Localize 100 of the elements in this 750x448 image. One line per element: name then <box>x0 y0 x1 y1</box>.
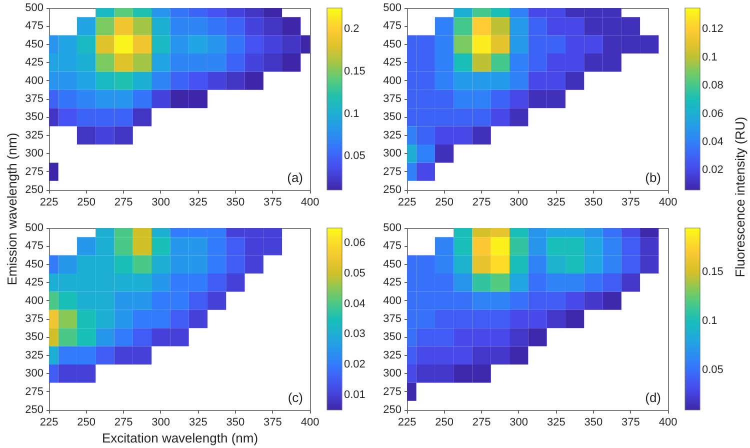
y-tick-label: 300 <box>383 368 402 380</box>
y-tick-label: 300 <box>25 148 44 160</box>
x-axis-title: Excitation wavelength (nm) <box>102 430 258 446</box>
y-tick-label: 475 <box>25 20 44 32</box>
color-bar-label: 0.05 <box>702 364 724 376</box>
color-bar-label: 0.15 <box>702 266 724 278</box>
color-bar-label: 0.06 <box>344 237 366 250</box>
y-tick-label: 425 <box>25 56 44 69</box>
y-tick-label: 400 <box>383 294 402 307</box>
y-tick-label: 325 <box>383 129 402 142</box>
x-tick-label: 325 <box>188 416 208 428</box>
x-tick-label: 350 <box>226 416 245 428</box>
x-tick-label: 375 <box>622 416 640 428</box>
annotation: (a) <box>287 170 303 185</box>
x-tick-label: 350 <box>584 196 603 208</box>
x-tick-label: 400 <box>300 196 320 208</box>
color-bar-label: 0.02 <box>344 358 366 370</box>
y-tick-label: 275 <box>383 386 402 398</box>
color-bar-label: 0.04 <box>344 298 366 310</box>
y-tick-label: 375 <box>383 313 402 325</box>
y-tick-label: 425 <box>383 56 402 69</box>
y-tick-label: 450 <box>25 258 44 270</box>
color-bar-label: 0.12 <box>702 23 724 36</box>
x-tick-label: 400 <box>300 416 320 428</box>
color-bar-label: 0.1 <box>702 51 718 64</box>
y-tick-label: 475 <box>383 240 402 252</box>
color-bar-label: 0.06 <box>702 108 724 120</box>
y-tick-label: 500 <box>25 222 44 234</box>
x-tick-label: 275 <box>472 416 491 428</box>
y-tick-label: 350 <box>383 111 402 124</box>
color-bar-label: 0.05 <box>344 150 366 162</box>
x-tick-label: 300 <box>152 196 170 208</box>
color-bar-label: 0.04 <box>702 136 724 148</box>
y-tick-label: 400 <box>25 74 44 87</box>
x-tick-label: 300 <box>510 196 528 208</box>
annotation: (b) <box>645 170 661 185</box>
x-tick-label: 375 <box>622 196 640 208</box>
annotation: (d) <box>645 390 661 405</box>
x-tick-label: 350 <box>226 196 245 208</box>
x-tick-label: 225 <box>40 196 58 208</box>
x-tick-label: 275 <box>114 416 133 428</box>
x-tick-label: 400 <box>658 196 678 208</box>
y-tick-label: 500 <box>25 2 44 14</box>
x-tick-label: 400 <box>658 416 678 428</box>
y-tick-label: 450 <box>383 38 402 50</box>
y-tick-label: 250 <box>383 184 402 196</box>
x-tick-label: 250 <box>77 196 96 208</box>
y-tick-label: 250 <box>25 184 44 196</box>
y-tick-label: 450 <box>383 258 402 270</box>
y-tick-label: 375 <box>25 93 44 105</box>
x-tick-label: 275 <box>472 196 491 208</box>
color-bar-title: Fluorescence intensity (RU) <box>732 116 748 278</box>
y-tick-label: 400 <box>383 74 402 87</box>
color-bar-label: 0.1 <box>702 314 718 327</box>
x-tick-label: 325 <box>546 416 566 428</box>
x-tick-label: 325 <box>188 196 208 208</box>
y-tick-label: 300 <box>383 148 402 160</box>
color-bar-label: 0.08 <box>702 80 724 92</box>
x-tick-label: 325 <box>546 196 566 208</box>
y-tick-label: 425 <box>25 276 44 289</box>
y-tick-label: 475 <box>383 20 402 32</box>
annotation: (c) <box>288 390 303 405</box>
x-tick-label: 300 <box>510 416 528 428</box>
y-tick-label: 475 <box>25 240 44 252</box>
y-tick-label: 350 <box>25 111 44 124</box>
color-bar-label: 0.2 <box>344 23 360 36</box>
x-tick-label: 250 <box>435 196 454 208</box>
y-axis-title: Emission wavelength (nm) <box>4 132 20 286</box>
x-tick-label: 225 <box>398 196 416 208</box>
color-bar-label: 0.05 <box>344 268 366 280</box>
y-tick-label: 250 <box>383 404 402 416</box>
x-tick-label: 225 <box>40 416 58 428</box>
y-tick-label: 425 <box>383 276 402 289</box>
x-tick-label: 250 <box>435 416 454 428</box>
y-tick-label: 275 <box>25 386 44 398</box>
color-bar-label: 0.02 <box>702 164 724 176</box>
x-tick-label: 375 <box>264 196 282 208</box>
x-tick-label: 225 <box>398 416 416 428</box>
color-bar-label: 0.1 <box>344 108 360 120</box>
x-tick-label: 275 <box>114 196 133 208</box>
color-bar-label: 0.03 <box>344 328 366 340</box>
y-tick-label: 325 <box>25 129 44 142</box>
x-tick-label: 300 <box>152 416 170 428</box>
y-tick-label: 500 <box>383 2 402 14</box>
y-tick-label: 300 <box>25 368 44 380</box>
y-tick-label: 250 <box>25 404 44 416</box>
y-tick-label: 500 <box>383 222 402 234</box>
y-tick-label: 450 <box>25 38 44 50</box>
y-tick-label: 325 <box>25 349 44 362</box>
y-tick-label: 375 <box>383 93 402 105</box>
x-tick-label: 350 <box>584 416 603 428</box>
x-tick-label: 250 <box>77 416 96 428</box>
y-tick-label: 275 <box>383 166 402 178</box>
color-bar-label: 0.15 <box>344 65 366 78</box>
y-tick-label: 350 <box>383 331 402 344</box>
y-tick-label: 375 <box>25 313 44 325</box>
y-tick-label: 325 <box>383 349 402 362</box>
y-tick-label: 400 <box>25 294 44 307</box>
x-tick-label: 375 <box>264 416 282 428</box>
color-bar-label: 0.01 <box>344 388 366 401</box>
